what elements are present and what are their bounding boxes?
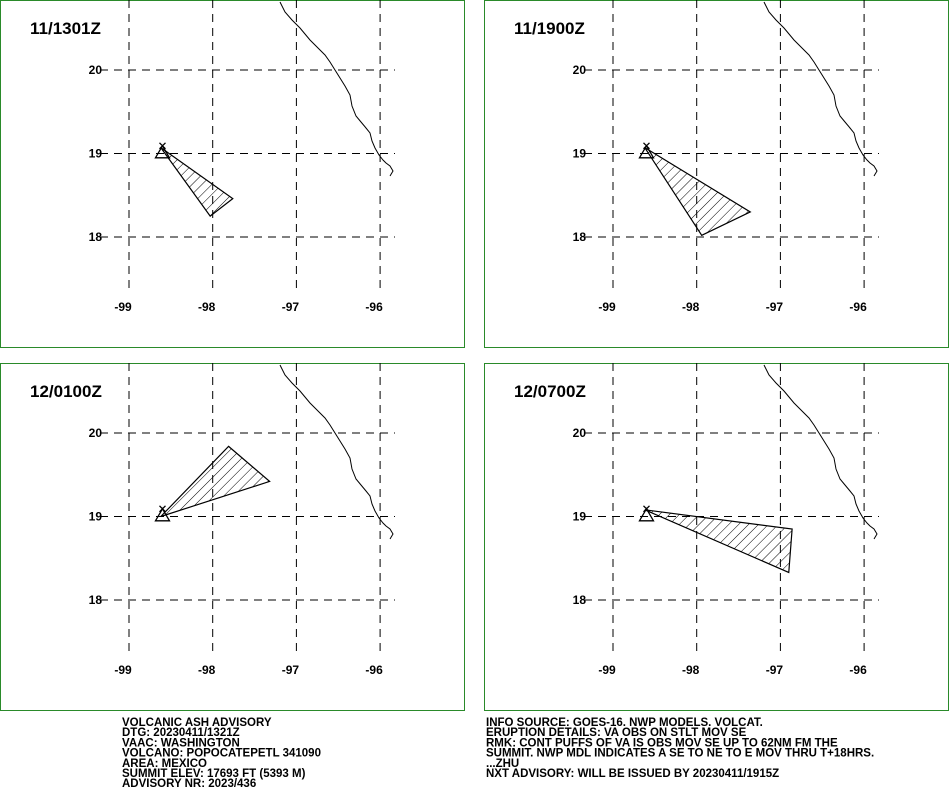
- lat-tick-label: 20: [573, 63, 587, 77]
- lat-tick-label: 19: [573, 510, 587, 524]
- lon-tick-label: -97: [766, 300, 784, 314]
- lat-tick-label: 18: [573, 230, 587, 244]
- advisory-line: ...ZHU: [486, 758, 519, 770]
- lat-tick-label: 18: [89, 593, 103, 607]
- lon-tick-label: -99: [114, 300, 132, 314]
- advisory-line: INFO SOURCE: GOES-16. NWP MODELS. VOLCAT…: [486, 717, 763, 729]
- advisory-line: SUMMIT ELEV: 17693 FT (5393 M): [122, 768, 306, 780]
- lon-tick-label: -98: [682, 663, 700, 677]
- lat-tick-label: 20: [573, 426, 587, 440]
- valid-time: 11/1900Z: [514, 19, 585, 38]
- advisory-line: NXT ADVISORY: WILL BE ISSUED BY 20230411…: [486, 768, 779, 780]
- lon-tick-label: -99: [598, 663, 616, 677]
- map-panel: -99 -98 -97 -96 20 19 18 12/0700Z: [484, 363, 949, 711]
- coastline: [279, 1, 394, 177]
- lon-tick-label: -99: [114, 663, 132, 677]
- ash-cloud: [644, 147, 752, 237]
- valid-time: 11/1301Z: [30, 19, 101, 38]
- lat-tick-label: 18: [89, 230, 103, 244]
- lon-tick-label: -96: [365, 300, 383, 314]
- coastline: [763, 364, 878, 540]
- ash-cloud: [160, 147, 234, 217]
- lat-tick-label: 19: [89, 147, 103, 161]
- map-panel: -99 -98 -97 -96 20 19 18 11/1900Z: [484, 0, 949, 348]
- lon-tick-label: -96: [849, 663, 867, 677]
- panel-border: [0, 0, 465, 348]
- panel-border: [0, 363, 465, 711]
- ash-cloud: [160, 445, 271, 518]
- lon-tick-label: -96: [365, 663, 383, 677]
- panel-content: [100, 0, 395, 292]
- advisory-line: VOLCANIC ASH ADVISORY: [122, 717, 272, 729]
- map-panel: -99 -98 -97 -96 20 19 18 12/0100Z: [0, 363, 465, 711]
- ash-cloud: [644, 509, 793, 574]
- lat-tick-label: 20: [89, 426, 103, 440]
- volcano-marker: [638, 505, 655, 522]
- valid-time: 12/0700Z: [514, 382, 586, 401]
- lat-tick-label: 20: [89, 63, 103, 77]
- advisory-line: VOLCANO: POPOCATEPETL 341090: [122, 748, 321, 760]
- lon-tick-label: -97: [766, 663, 784, 677]
- lon-tick-label: -99: [598, 300, 616, 314]
- lon-tick-label: -97: [282, 663, 300, 677]
- panel-border: [484, 0, 949, 348]
- advisory-line: RMK: CONT PUFFS OF VA IS OBS MOV SE UP T…: [486, 737, 838, 749]
- lat-tick-label: 19: [573, 147, 587, 161]
- advisory-line: AREA: MEXICO: [122, 758, 207, 770]
- lat-tick-label: 18: [573, 593, 587, 607]
- lon-tick-label: -98: [198, 300, 216, 314]
- advisory-line: ERUPTION DETAILS: VA OBS ON STLT MOV SE: [486, 727, 747, 739]
- coastline: [279, 364, 394, 540]
- advisory-line: VAAC: WASHINGTON: [122, 737, 240, 749]
- panel-content: [584, 363, 879, 655]
- lon-tick-label: -98: [682, 300, 700, 314]
- valid-time: 12/0100Z: [30, 382, 102, 401]
- volcano-marker: [154, 142, 171, 159]
- map-panel: -99 -98 -97 -96 20 19 18 11/1301Z: [0, 0, 465, 348]
- volcano-marker: [154, 505, 171, 522]
- lon-tick-label: -98: [198, 663, 216, 677]
- lat-tick-label: 19: [89, 510, 103, 524]
- panel-content: [100, 363, 395, 655]
- lon-tick-label: -96: [849, 300, 867, 314]
- advisory-line: DTG: 20230411/1321Z: [122, 727, 240, 739]
- advisory-line: ADVISORY NR: 2023/436: [122, 778, 256, 790]
- advisory-line: SUMMIT. NWP MDL INDICATES A SE TO NE TO …: [486, 748, 874, 760]
- volcano-marker: [638, 142, 655, 159]
- lon-tick-label: -97: [282, 300, 300, 314]
- panel-content: [584, 0, 879, 292]
- coastline: [763, 1, 878, 177]
